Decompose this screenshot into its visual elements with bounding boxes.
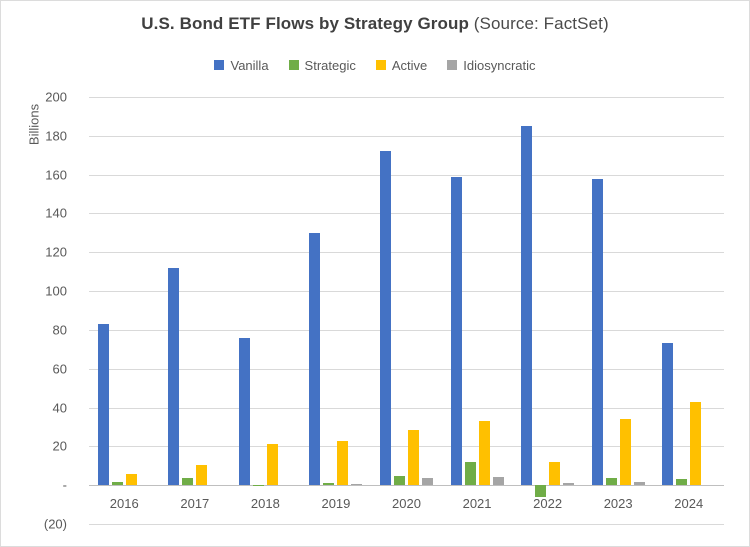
bar-strategic-2017 bbox=[182, 478, 194, 486]
bar-strategic-2024 bbox=[676, 479, 688, 486]
gridline bbox=[89, 174, 724, 176]
bar-strategic-2016 bbox=[111, 482, 123, 486]
y-tick-label: (20) bbox=[43, 516, 67, 532]
legend-swatch-strategic bbox=[288, 60, 299, 70]
bar-vanilla-2016 bbox=[97, 324, 109, 486]
bar-active-2018 bbox=[266, 444, 278, 486]
bar-strategic-2022 bbox=[535, 485, 547, 497]
bar-group-2023 bbox=[591, 97, 645, 524]
bar-group-2018 bbox=[238, 97, 292, 524]
y-tick-label: 120 bbox=[45, 244, 67, 260]
bar-active-2023 bbox=[619, 419, 631, 486]
bar-vanilla-2024 bbox=[662, 343, 674, 486]
bar-active-2016 bbox=[125, 473, 137, 486]
bar-group-2017 bbox=[168, 97, 221, 524]
y-tick-label: 20 bbox=[52, 438, 67, 454]
y-tick-label: 100 bbox=[45, 283, 67, 299]
gridline bbox=[89, 368, 724, 370]
gridline bbox=[89, 252, 724, 254]
bar-vanilla-2018 bbox=[238, 337, 250, 486]
bar-idiosyncratic-2023 bbox=[633, 482, 645, 486]
bar-strategic-2021 bbox=[464, 461, 476, 486]
legend-item-active: Active bbox=[375, 57, 428, 73]
gridline bbox=[89, 524, 724, 525]
gridline bbox=[89, 97, 724, 98]
x-tick-label-2022: 2022 bbox=[533, 496, 563, 512]
bar-strategic-2018 bbox=[252, 485, 264, 487]
y-tick-label: 80 bbox=[52, 322, 67, 338]
bar-active-2022 bbox=[549, 461, 561, 486]
legend-swatch-idiosyncratic bbox=[447, 60, 458, 70]
x-tick-label-2017: 2017 bbox=[180, 496, 210, 512]
bar-idiosyncratic-2022 bbox=[563, 483, 575, 486]
legend-item-strategic: Strategic bbox=[288, 57, 356, 73]
bar-group-2022 bbox=[521, 97, 575, 524]
plot-area: 2016 2017 2018 2019 2020 2021 2022 2023 2024 bbox=[89, 97, 724, 525]
bar-strategic-2019 bbox=[323, 483, 335, 486]
bar-idiosyncratic-2021 bbox=[492, 477, 504, 486]
legend-label: Strategic bbox=[304, 57, 356, 73]
bar-vanilla-2019 bbox=[309, 232, 321, 486]
y-tick-label: 180 bbox=[45, 128, 67, 144]
y-tick-label: 140 bbox=[45, 205, 67, 221]
bar-vanilla-2017 bbox=[168, 267, 180, 486]
bar-active-2021 bbox=[478, 421, 490, 486]
x-tick-label-2023: 2023 bbox=[603, 496, 633, 512]
bar-vanilla-2023 bbox=[591, 178, 603, 486]
y-tick-label: 200 bbox=[45, 89, 67, 105]
bar-vanilla-2022 bbox=[521, 126, 533, 486]
gridline bbox=[89, 329, 724, 331]
x-tick-label-2021: 2021 bbox=[462, 496, 492, 512]
zero-axis-line bbox=[89, 485, 724, 487]
bar-active-2019 bbox=[337, 440, 349, 486]
legend-label: Idiosyncratic bbox=[463, 57, 536, 73]
bar-group-2019 bbox=[309, 97, 363, 524]
x-tick-label-2016: 2016 bbox=[109, 496, 139, 512]
legend-label: Active bbox=[391, 57, 428, 73]
x-tick-label-2024: 2024 bbox=[674, 496, 704, 512]
x-tick-label-2019: 2019 bbox=[321, 496, 351, 512]
bar-idiosyncratic-2019 bbox=[351, 484, 363, 486]
gridline bbox=[89, 213, 724, 215]
bar-vanilla-2021 bbox=[450, 176, 462, 486]
chart-title: U.S. Bond ETF Flows by Strategy Group (S… bbox=[1, 14, 749, 34]
bar-group-2024 bbox=[662, 97, 715, 524]
chart-title-source: (Source: FactSet) bbox=[468, 14, 609, 33]
bar-strategic-2020 bbox=[394, 476, 405, 486]
bar-strategic-2023 bbox=[605, 478, 617, 486]
gridline bbox=[89, 407, 724, 409]
y-tick-label: 40 bbox=[52, 400, 67, 416]
gridline bbox=[89, 135, 724, 137]
gridline bbox=[89, 291, 724, 293]
bar-group-2016 bbox=[97, 97, 151, 524]
y-tick-label: 60 bbox=[52, 361, 67, 377]
y-tick-label: - bbox=[62, 477, 67, 493]
bar-group-2021 bbox=[450, 97, 504, 524]
legend-item-idiosyncratic: Idiosyncratic bbox=[447, 57, 536, 73]
bar-active-2017 bbox=[196, 464, 208, 486]
x-tick-label-2020: 2020 bbox=[392, 496, 421, 512]
legend-swatch-vanilla bbox=[214, 60, 225, 70]
legend-label: Vanilla bbox=[230, 57, 269, 73]
legend-item-vanilla: Vanilla bbox=[214, 57, 269, 73]
bar-vanilla-2020 bbox=[380, 151, 391, 486]
x-tick-label-2018: 2018 bbox=[250, 496, 280, 512]
bar-idiosyncratic-2020 bbox=[422, 478, 433, 486]
bar-active-2020 bbox=[408, 429, 419, 486]
y-axis-tick-labels: 200 180 160 140 120 100 80 60 40 20 - (20) bbox=[27, 90, 67, 532]
chart-title-main: U.S. Bond ETF Flows by Strategy Group bbox=[141, 14, 469, 33]
legend: Vanilla Strategic Active Idiosyncratic bbox=[1, 57, 749, 73]
gridline bbox=[89, 446, 724, 448]
bar-active-2024 bbox=[690, 401, 702, 486]
y-tick-label: 160 bbox=[45, 167, 67, 183]
bar-group-2020 bbox=[380, 97, 433, 524]
legend-swatch-active bbox=[375, 60, 386, 70]
